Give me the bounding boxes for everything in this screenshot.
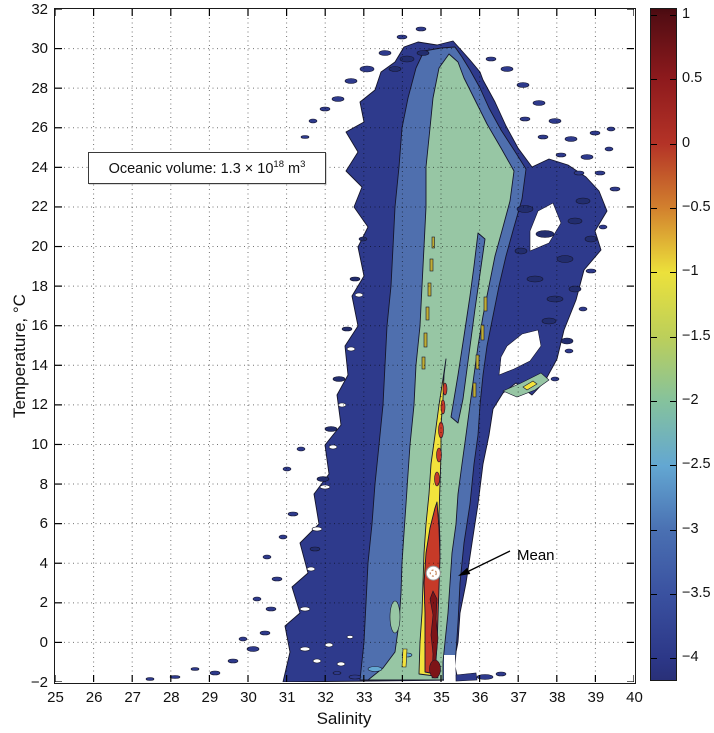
colorbar-tick-mark [670,400,676,402]
red-streak-dots [434,382,448,487]
white-hole-speckles [299,292,364,667]
x-tick-label: 31 [278,689,296,706]
colorbar-tick-label: −3.5 [682,584,711,601]
colorbar-tick-mark [651,658,657,660]
y-tick-label: 24 [31,158,48,176]
y-tick-label: 6 [39,515,48,533]
colorbar-tick-mark [651,79,657,81]
colorbar-tick-label: 1 [682,6,691,23]
colorbar-tick-mark [651,207,657,209]
x-tick-label: 26 [85,689,103,706]
x-tick-label: 35 [433,689,450,706]
x-tick-label: 40 [626,689,643,706]
colorbar-tick-mark [651,593,657,595]
y-tick-label: 26 [31,119,48,137]
colorbar [650,8,677,681]
y-tick-label: −2 [30,673,48,691]
mean-label: Mean [517,547,555,564]
y-tick-label: 8 [39,475,48,493]
x-tick-label: 37 [510,689,528,706]
white-bottom-notch [444,655,456,682]
colorbar-tick-mark [651,465,657,467]
x-tick-label: 30 [240,689,257,706]
x-tick-label: 25 [47,689,64,706]
y-tick-label: 32 [31,0,48,18]
colorbar-tick-mark [670,593,676,595]
colorbar-tick-label: −1 [682,263,699,280]
y-tick-label: 18 [31,277,48,295]
colorbar-tick-mark [670,15,676,17]
y-tick-label: 16 [31,317,48,335]
y-tick-label: 14 [31,356,48,374]
olive-streaks [421,236,488,398]
y-tick-label: 4 [39,554,48,572]
x-tick-label: 29 [201,689,219,706]
y-tick-label: 30 [31,40,48,58]
colorbar-tick-label: −0.5 [682,198,711,215]
x-axis-title: Salinity [316,709,372,728]
colorbar-tick-label: −3 [682,520,699,537]
contour-fills [145,26,621,682]
colorbar-tick-mark [670,143,676,145]
y-tick-label: 0 [39,633,48,651]
white-bays [498,202,562,376]
y-tick-label: 10 [31,435,48,453]
colorbar-tick-mark [670,529,676,531]
yellow-sliver [401,648,408,668]
annotation-box: Oceanic volume: 1.3 × 1018 m3 [88,152,326,184]
x-tick-label: 33 [355,689,373,706]
colorbar-tick-label: 0.5 [682,70,703,87]
x-tick-label: 32 [317,689,335,706]
colorbar-tick-mark [670,272,676,274]
x-tick-label: 27 [124,689,142,706]
colorbar-tick-mark [651,15,657,17]
y-tick-label: 2 [39,594,48,612]
x-tick-label: 28 [162,689,180,706]
mean-marker-inner-ring [429,569,437,577]
colorbar-tick-label: −4 [682,649,699,666]
y-tick-label: 22 [31,198,48,216]
plot-area: Mean Oceanic volume: 1.3 × 1018 m3 [54,8,636,684]
colorbar-tick-mark [651,143,657,145]
colorbar-tick-mark [670,465,676,467]
colorbar-tick-mark [670,207,676,209]
colorbar-tick-mark [670,658,676,660]
navy-texture-speckles [309,50,598,552]
colorbar-tick-label: −2 [682,391,699,408]
colorbar-tick-label: −2.5 [682,456,711,473]
x-tick-label: 39 [587,689,605,706]
colorbar-tick-mark [670,79,676,81]
x-tick-label: 36 [471,689,489,706]
annotation-text: Oceanic volume: 1.3 × 1018 m3 [108,159,306,177]
y-tick-label: 28 [31,79,48,97]
maroon-bulge [429,659,441,679]
y-tick-label: 12 [31,396,48,414]
mean-arrow-head [458,567,471,576]
navy-bottom-strip [455,672,478,682]
axis-tick-marks [55,9,634,682]
x-tick-label: 38 [548,689,566,706]
colorbar-tick-mark [651,272,657,274]
mean-marker [425,565,441,581]
mean-arrow-line [468,550,511,572]
colorbar-tick-mark [651,336,657,338]
contour-green-band [367,53,515,681]
lobe-yellow-tip [522,380,538,391]
contour-plot-canvas: Mean [55,9,634,682]
colorbar-tick-label: −1.5 [682,327,711,344]
contour-blue-sliver [450,232,486,424]
colorbar-tick-mark [651,400,657,402]
green-island [389,600,401,634]
x-tick-label: 34 [394,689,412,706]
colorbar-tick-mark [651,529,657,531]
grid-lines [55,9,634,682]
y-tick-label: 20 [31,238,48,256]
colorbar-tick-mark [670,336,676,338]
mean-annotation: Mean [425,547,555,581]
colorbar-tick-label: 0 [682,134,691,151]
navy-fringe-speckles [145,26,621,681]
